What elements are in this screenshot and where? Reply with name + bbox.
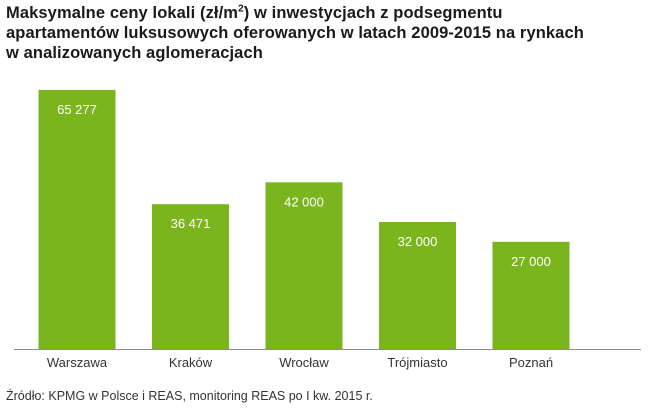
bar-poznań: [492, 241, 570, 349]
category-label: Warszawa: [47, 355, 108, 370]
bar-kraków: [152, 204, 229, 349]
data-label: 36 471: [171, 216, 211, 231]
bar-trójmiasto: [379, 222, 456, 349]
category-label: Poznań: [509, 355, 553, 370]
category-labels-group: Warszawa Kraków Wrocław Trójmiasto Poznań: [47, 355, 553, 370]
bar-chart: 65 277 36 471 42 000 32 000 27 000 Warszawa K…: [14, 89, 641, 370]
category-label: Trójmiasto: [387, 355, 447, 370]
data-label: 27 000: [511, 254, 551, 269]
chart-title-line-1: Maksymalne ceny lokali (zł/m2) w inwesty…: [6, 3, 503, 22]
data-label: 65 277: [57, 102, 97, 117]
category-label: Wrocław: [279, 355, 329, 370]
bar-warszawa: [38, 89, 116, 350]
category-label: Kraków: [169, 355, 213, 370]
bars-group: 65 277 36 471 42 000 32 000 27 000: [38, 89, 570, 350]
bar-wrocław: [265, 182, 343, 349]
chart-title: Maksymalne ceny lokali (zł/m2) w inwesty…: [6, 3, 646, 63]
chart-title-line-2: apartamentów luksusowych oferowanych w l…: [6, 24, 584, 42]
chart-title-line-3: w analizowanych aglomeracjach: [6, 44, 263, 62]
source-note: Źródło: KPMG w Polsce i REAS, monitoring…: [6, 389, 373, 403]
data-label: 42 000: [284, 194, 324, 209]
data-label: 32 000: [398, 234, 438, 249]
